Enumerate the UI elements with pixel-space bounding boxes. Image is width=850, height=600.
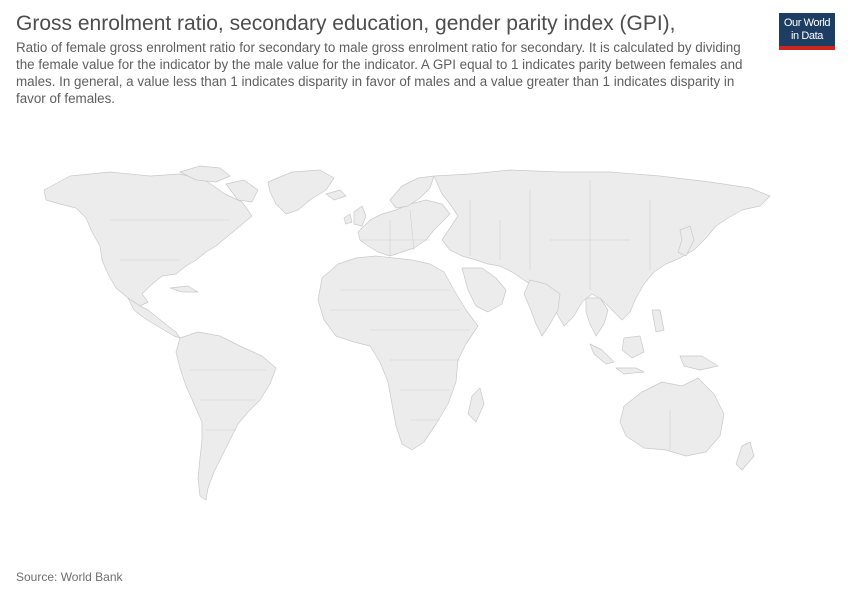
arctic-islands[interactable]: [179, 165, 231, 183]
iceland[interactable]: [325, 189, 347, 201]
south-america[interactable]: [175, 331, 277, 501]
europe[interactable]: [357, 199, 451, 257]
logo-accent-bar: [779, 46, 835, 50]
chart-title: Gross enrolment ratio, secondary educati…: [16, 12, 676, 35]
new-guinea[interactable]: [679, 355, 719, 371]
logo-line-2: in Data: [790, 30, 824, 42]
owid-logo[interactable]: Our World in Data: [779, 13, 835, 50]
java[interactable]: [615, 367, 645, 375]
greenland[interactable]: [267, 169, 335, 215]
great-britain[interactable]: [353, 205, 367, 227]
baffin-island[interactable]: [225, 179, 259, 203]
north-america[interactable]: [43, 171, 253, 307]
arabian-peninsula[interactable]: [461, 267, 507, 313]
chart-subtitle: Ratio of female gross enrolment ratio fo…: [16, 40, 743, 106]
source-note: Source: World Bank: [16, 570, 123, 584]
madagascar[interactable]: [467, 387, 485, 423]
sumatra[interactable]: [589, 343, 615, 365]
asia[interactable]: [433, 169, 771, 327]
central-america[interactable]: [127, 297, 181, 339]
ireland[interactable]: [343, 213, 353, 225]
africa[interactable]: [317, 255, 479, 451]
india[interactable]: [523, 279, 561, 337]
cuba[interactable]: [169, 285, 199, 293]
indochina[interactable]: [585, 297, 609, 337]
japan[interactable]: [677, 225, 695, 257]
australia[interactable]: [619, 377, 725, 457]
new-zealand[interactable]: [735, 441, 755, 471]
borneo[interactable]: [621, 335, 645, 359]
scandinavia[interactable]: [389, 175, 435, 209]
philippines[interactable]: [651, 309, 665, 333]
world-map: [43, 165, 771, 501]
country-borders: [110, 180, 671, 450]
logo-line-1: Our World: [783, 17, 831, 29]
